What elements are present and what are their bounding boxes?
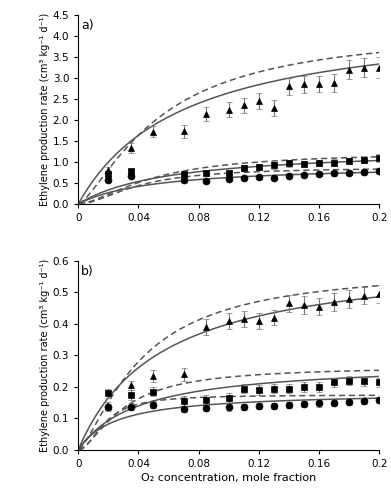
Text: b): b) <box>81 264 94 278</box>
Y-axis label: Ethylene production rate (cm³ kg⁻¹ d⁻¹): Ethylene production rate (cm³ kg⁻¹ d⁻¹) <box>40 13 50 206</box>
Text: a): a) <box>81 19 94 32</box>
Y-axis label: Ethylene production rate (cm³ kg⁻¹ d⁻¹): Ethylene production rate (cm³ kg⁻¹ d⁻¹) <box>40 259 50 452</box>
X-axis label: O₂ concentration, mole fraction: O₂ concentration, mole fraction <box>141 473 316 483</box>
